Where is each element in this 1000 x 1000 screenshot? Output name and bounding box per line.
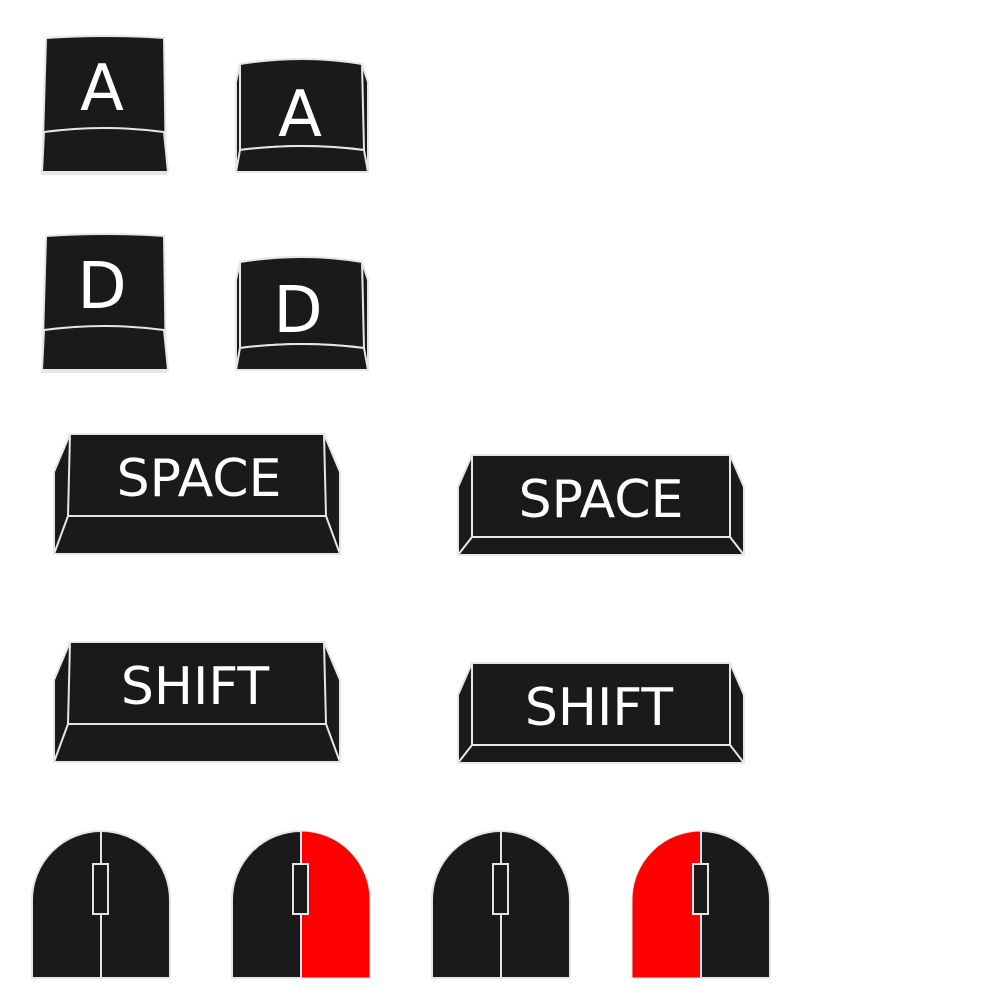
- mouse-right-click-sprite: [230, 829, 372, 982]
- key-space-pressed-sprite: SPACE: [455, 453, 747, 559]
- key-a-pressed-sprite: A: [234, 54, 370, 178]
- key-shift-up-label: SHIFT: [121, 657, 269, 717]
- mouse-left-click-sprite: [630, 829, 772, 982]
- key-shift-pressed-sprite: SHIFT: [455, 661, 747, 767]
- key-shift-up-sprite: SHIFT: [52, 640, 342, 766]
- mouse-idle-sprite: [30, 830, 172, 982]
- key-a-pressed-label: A: [278, 78, 322, 152]
- key-shift-pressed-label: SHIFT: [525, 678, 673, 738]
- key-space-pressed-label: SPACE: [519, 470, 684, 530]
- key-d-up-sprite: D: [40, 232, 170, 374]
- key-space-up-sprite: SPACE: [52, 432, 342, 558]
- key-a-up-sprite: A: [40, 34, 170, 176]
- key-space-up-label: SPACE: [117, 449, 282, 509]
- key-d-pressed-label: D: [273, 274, 322, 348]
- key-d-up-label: D: [77, 250, 126, 324]
- mouse-idle-sprite-2: [430, 830, 572, 982]
- key-a-up-label: A: [80, 52, 124, 126]
- key-d-pressed-sprite: D: [234, 252, 370, 376]
